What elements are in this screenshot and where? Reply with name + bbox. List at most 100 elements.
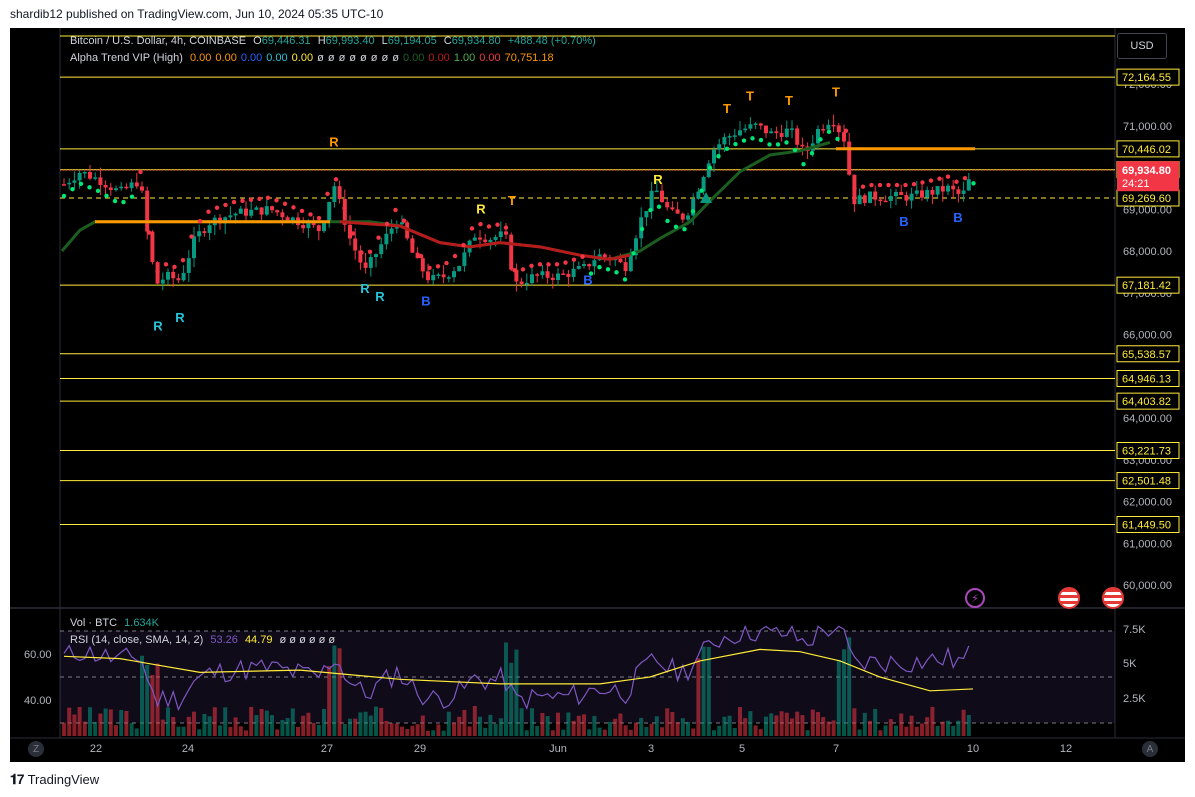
volume-bar xyxy=(717,725,722,736)
a-button[interactable]: A xyxy=(1142,741,1158,757)
candle-body xyxy=(426,271,430,281)
change-value: +488.48 (+0.70%) xyxy=(507,35,596,47)
volume-bar xyxy=(306,712,311,736)
symbol-name: Bitcoin / U.S. Dollar, 4h, COINBASE xyxy=(70,35,247,47)
trend-dot xyxy=(792,147,798,153)
volume-bar xyxy=(62,722,66,736)
trend-dot xyxy=(614,270,619,275)
volume-bar xyxy=(613,718,618,736)
trend-dot xyxy=(316,215,322,221)
level-tag xyxy=(1116,392,1180,410)
volume-bar xyxy=(618,713,623,736)
alpha-trend-line xyxy=(60,141,975,261)
volume-bar xyxy=(530,708,534,736)
trend-dot xyxy=(376,235,381,240)
candle-body xyxy=(145,190,150,232)
trend-dot xyxy=(95,188,101,194)
trend-dot xyxy=(61,193,67,199)
trend-dot xyxy=(673,224,679,229)
trend-dot xyxy=(214,205,220,210)
candle-body xyxy=(706,163,711,178)
volume-bar xyxy=(285,718,290,736)
level-tag xyxy=(1116,441,1180,459)
volume-bar xyxy=(197,729,202,736)
candle-body xyxy=(202,231,207,233)
volume-bar xyxy=(670,712,675,736)
price-tick: 64,000.00 xyxy=(1123,413,1172,425)
candle-body xyxy=(909,193,914,201)
volume-tick: 5K xyxy=(1123,658,1137,670)
rsi-name: RSI (14, close, SMA, 14, 2) xyxy=(70,634,204,646)
trend-dot xyxy=(707,165,713,171)
volume-bar xyxy=(275,729,280,736)
trend-dot xyxy=(928,178,934,183)
trend-dot xyxy=(452,253,458,259)
volume-bar xyxy=(140,655,144,736)
candle-body xyxy=(160,279,165,284)
trend-dot xyxy=(537,262,543,267)
volume-bar xyxy=(462,709,467,736)
lightning-icon[interactable]: ⚡ xyxy=(965,588,985,608)
volume-bar xyxy=(207,716,212,736)
candle-body xyxy=(181,272,186,281)
candle-body xyxy=(842,132,846,142)
trend-dot xyxy=(350,231,356,236)
volume-bar xyxy=(556,712,560,736)
volume-bar xyxy=(597,727,602,736)
high-value: 69,993.40 xyxy=(325,35,375,47)
candle-body xyxy=(379,244,384,255)
candle-body xyxy=(150,231,155,263)
trend-dot xyxy=(308,212,313,217)
volume-bar xyxy=(420,715,425,736)
volume-bar xyxy=(675,722,680,736)
trend-dot xyxy=(954,179,959,184)
candle-body xyxy=(670,207,675,210)
candle-body xyxy=(914,190,919,194)
volume-bar xyxy=(103,708,108,736)
volume-tick: 2.5K xyxy=(1123,693,1146,705)
time-axis: 22 24 27 29 Jun 3 5 7 10 12 xyxy=(90,743,1072,755)
us-flag-icon[interactable] xyxy=(1058,587,1080,609)
currency-button[interactable]: USD xyxy=(1117,33,1167,59)
trend-dot xyxy=(843,128,849,133)
price-tick: 61,000.00 xyxy=(1123,538,1172,550)
trend-dot xyxy=(333,177,339,182)
volume-bar xyxy=(493,723,498,736)
trend-dot xyxy=(163,262,169,267)
indicator-value: 0.00 xyxy=(189,52,212,64)
volume-bar xyxy=(930,707,935,736)
signal-label: T xyxy=(723,101,731,116)
candle-body xyxy=(862,195,867,203)
volume-legend[interactable]: Vol · BTC 1.634K xyxy=(70,617,163,629)
candle-body xyxy=(108,187,113,191)
triangle-icon xyxy=(700,191,712,203)
candle-body xyxy=(186,258,191,273)
us-flag-icon[interactable] xyxy=(1102,587,1124,609)
z-button[interactable]: Z xyxy=(28,741,44,757)
volume-bar xyxy=(602,729,607,736)
volume-bar xyxy=(410,725,415,736)
candle-body xyxy=(701,177,706,192)
candle-body xyxy=(873,191,878,200)
trend-dot xyxy=(784,140,789,145)
volume-bar xyxy=(452,722,456,736)
volume-bar xyxy=(665,708,670,736)
candle-body xyxy=(228,215,233,218)
indicator-legend[interactable]: Alpha Trend VIP (High) 0.00 0.00 0.00 0.00 0… xyxy=(70,52,562,64)
volume-bar xyxy=(160,719,165,736)
trend-dot xyxy=(826,129,832,134)
candle-body xyxy=(77,172,82,181)
volume-bar xyxy=(649,723,654,736)
volume-bar xyxy=(150,675,155,736)
volume-bar xyxy=(764,716,768,736)
chart-frame[interactable] xyxy=(10,28,1185,762)
rsi-legend[interactable]: RSI (14, close, SMA, 14, 2) 53.26 44.79 … xyxy=(70,634,339,646)
volume-bar xyxy=(847,637,852,736)
symbol-legend[interactable]: Bitcoin / U.S. Dollar, 4h, COINBASE O69,… xyxy=(70,35,600,47)
trend-dot xyxy=(112,198,118,204)
volume-bar xyxy=(353,718,358,736)
volume-bar xyxy=(738,707,742,736)
level-tag-text: 69,269.60 xyxy=(1122,193,1171,205)
trend-dot xyxy=(444,260,449,266)
